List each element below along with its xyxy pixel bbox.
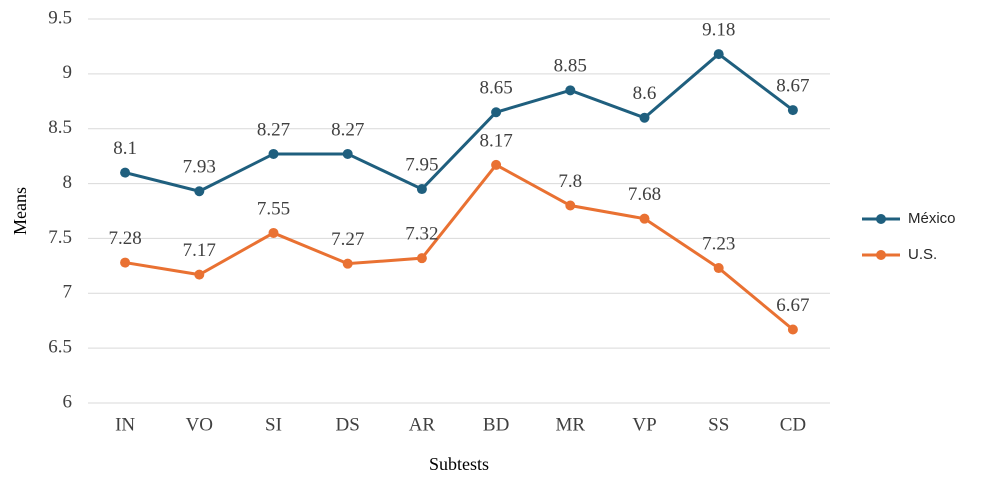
data-point bbox=[639, 213, 650, 224]
x-tick-label: VO bbox=[186, 414, 213, 435]
data-point bbox=[120, 257, 131, 268]
data-point bbox=[268, 148, 279, 159]
data-point bbox=[268, 227, 279, 238]
data-label: 8.27 bbox=[331, 119, 364, 140]
legend-marker bbox=[876, 250, 886, 260]
data-point bbox=[342, 148, 353, 159]
data-label: 7.23 bbox=[702, 233, 735, 254]
data-point bbox=[491, 107, 502, 118]
x-tick-label: IN bbox=[115, 414, 135, 435]
legend-marker bbox=[876, 214, 886, 224]
series-line bbox=[124, 162, 794, 331]
y-tick-label: 9.5 bbox=[48, 7, 72, 28]
data-point bbox=[416, 253, 427, 264]
data-label: 8.17 bbox=[479, 130, 512, 151]
data-label: 8.65 bbox=[479, 78, 512, 99]
y-tick-label: 9 bbox=[63, 62, 73, 83]
data-label: 7.17 bbox=[183, 240, 216, 261]
data-label: 7.68 bbox=[628, 184, 661, 205]
data-label: 9.18 bbox=[702, 19, 735, 40]
x-tick-label: BD bbox=[483, 414, 509, 435]
data-point bbox=[194, 186, 205, 197]
data-point bbox=[639, 112, 650, 123]
x-tick-label: DS bbox=[336, 414, 360, 435]
data-label: 7.55 bbox=[257, 198, 290, 219]
data-label: 7.93 bbox=[183, 157, 216, 178]
data-label: 8.27 bbox=[257, 119, 290, 140]
y-tick-label: 8 bbox=[63, 172, 73, 193]
data-label: 7.8 bbox=[558, 171, 582, 192]
data-point bbox=[194, 269, 205, 280]
data-label: 7.32 bbox=[405, 224, 438, 245]
data-point bbox=[491, 159, 502, 170]
data-point bbox=[713, 49, 724, 60]
data-label: 8.1 bbox=[113, 138, 137, 159]
data-label: 7.27 bbox=[331, 229, 364, 250]
data-label: 8.67 bbox=[776, 75, 809, 96]
y-tick-label: 7 bbox=[63, 282, 73, 303]
data-label: 7.95 bbox=[405, 154, 438, 175]
data-point bbox=[565, 85, 576, 96]
x-tick-label: CD bbox=[780, 414, 806, 435]
x-tick-label: AR bbox=[409, 414, 436, 435]
data-label: 7.28 bbox=[108, 228, 141, 249]
x-tick-label: VP bbox=[632, 414, 656, 435]
series-line bbox=[124, 52, 794, 193]
data-point bbox=[342, 258, 353, 269]
x-tick-label: MR bbox=[556, 414, 586, 435]
y-axis-title: Means bbox=[10, 187, 30, 235]
legend-label: U.S. bbox=[908, 246, 937, 263]
data-point bbox=[787, 105, 798, 116]
data-point bbox=[416, 184, 427, 195]
y-tick-label: 8.5 bbox=[48, 117, 72, 138]
y-tick-label: 6 bbox=[63, 391, 73, 412]
x-tick-label: SI bbox=[265, 414, 282, 435]
data-point bbox=[787, 324, 798, 335]
data-point bbox=[120, 167, 131, 178]
y-tick-label: 7.5 bbox=[48, 227, 72, 248]
data-label: 8.85 bbox=[554, 56, 587, 77]
legend-label: México bbox=[908, 210, 956, 227]
x-tick-label: SS bbox=[708, 414, 729, 435]
data-label: 6.67 bbox=[776, 295, 809, 316]
x-axis-title: Subtests bbox=[429, 454, 489, 474]
y-tick-label: 6.5 bbox=[48, 337, 72, 358]
data-point bbox=[565, 200, 576, 211]
data-point bbox=[713, 263, 724, 274]
data-label: 8.6 bbox=[633, 83, 657, 104]
